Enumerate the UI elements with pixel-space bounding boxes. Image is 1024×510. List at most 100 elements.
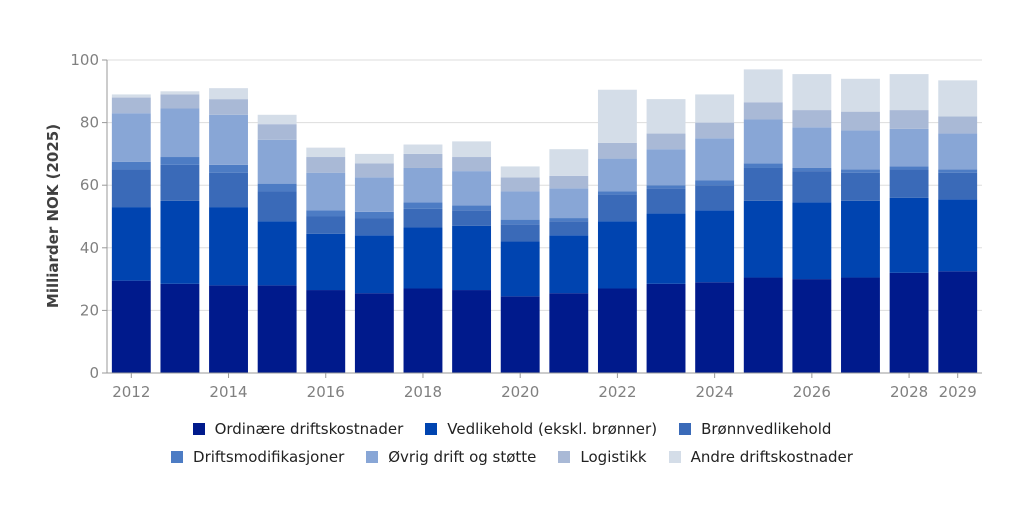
bar-segment (646, 133, 686, 150)
bar-segment (306, 216, 346, 234)
bar-segment (452, 225, 492, 291)
bar-segment (938, 80, 978, 117)
bar-segment (597, 142, 637, 159)
bar-segment (743, 200, 783, 278)
bar-segment (841, 78, 880, 112)
y-tick-label: 80 (80, 114, 99, 132)
x-tick-label: 2012 (112, 383, 150, 401)
bar-segment (403, 202, 443, 209)
bar-segment (111, 169, 151, 208)
bar-segment (841, 130, 880, 170)
bar-stack-2024 (695, 94, 735, 373)
legend-swatch (668, 451, 681, 463)
bar-stack-2026 (792, 74, 832, 373)
bar-segment (354, 163, 394, 178)
bar-stack-2013 (160, 91, 200, 373)
x-tick-label: 2024 (696, 383, 734, 401)
bar-stack-2020 (500, 166, 540, 373)
bar-segment (695, 185, 735, 211)
bar-segment (938, 199, 978, 272)
bar-segment (111, 94, 151, 98)
legend-swatch (366, 451, 379, 463)
bar-segment (938, 169, 978, 173)
bar-segment (743, 277, 783, 373)
bar-segment (306, 290, 346, 373)
legend-label: Øvrig drift og støtte (388, 448, 537, 466)
bar-segment (160, 164, 200, 201)
bar-segment (938, 271, 978, 373)
bar-stack-2021 (549, 149, 589, 373)
bar-segment (695, 138, 735, 181)
bar-segment (646, 213, 686, 284)
bar-segment (695, 122, 735, 139)
bar-segment (743, 163, 783, 168)
bar-segment (597, 194, 637, 222)
bar-stack-2016 (306, 147, 346, 373)
bar-stack-2015 (257, 114, 297, 373)
bar-segment (354, 293, 394, 373)
bar-segment (695, 210, 735, 283)
legend-label: Brønnvedlikehold (701, 420, 832, 438)
bar-stack-2025 (743, 69, 783, 373)
bar-segment (160, 91, 200, 95)
legend-label: Logistikk (580, 448, 647, 466)
bar-segment (209, 99, 248, 115)
x-tick-label: 2018 (404, 383, 442, 401)
x-tick-label: 2014 (209, 383, 247, 401)
legend-item: Ordinære driftskostnader (192, 420, 403, 438)
bar-segment (257, 114, 297, 125)
bar-segment (452, 171, 492, 206)
chart-legend: Ordinære driftskostnader Vedlikehold (eks… (0, 415, 1024, 471)
bar-segment (452, 205, 492, 211)
y-tick-label: 0 (89, 364, 99, 382)
bar-segment (160, 94, 200, 109)
bar-segment (695, 282, 735, 373)
bar-segment (111, 161, 151, 170)
bar-segment (257, 139, 297, 184)
bar-segment (500, 219, 540, 225)
bar-segment (646, 188, 686, 214)
legend-row: Driftsmodifikasjoner Øvrig drift og støtt… (0, 443, 1024, 471)
bar-segment (452, 290, 492, 373)
bar-segment (792, 171, 832, 203)
bar-segment (111, 97, 151, 114)
bar-segment (938, 133, 978, 170)
bar-segment (500, 177, 540, 192)
bar-segment (597, 288, 637, 373)
legend-row: Ordinære driftskostnader Vedlikehold (eks… (0, 415, 1024, 443)
bar-segment (889, 166, 929, 170)
x-tick-label: 2026 (793, 383, 831, 401)
bar-segment (938, 116, 978, 134)
bar-segment (500, 224, 540, 242)
bar-segment (841, 169, 880, 173)
legend-label: Driftsmodifikasjoner (193, 448, 345, 466)
bar-segment (403, 288, 443, 373)
bar-stack-2014 (209, 88, 248, 373)
bar-segment (889, 74, 929, 111)
bar-segment (792, 202, 832, 280)
y-tick-label: 20 (80, 301, 99, 319)
bar-segment (743, 102, 783, 120)
bar-segment (841, 172, 880, 201)
bar-stack-2019 (452, 141, 492, 373)
bar-segment (354, 211, 394, 219)
bar-segment (841, 277, 880, 373)
bar-segment (549, 175, 589, 189)
legend-item: Øvrig drift og støtte (366, 448, 536, 466)
bar-segment (646, 149, 686, 186)
gridlines (107, 59, 982, 311)
bar-segment (403, 144, 443, 154)
bar-segment (841, 200, 880, 278)
legend-item: Brønnvedlikehold (679, 420, 831, 438)
bar-segment (597, 89, 637, 143)
bar-segment (597, 191, 637, 195)
bar-stack-2027 (841, 78, 880, 373)
bar-segment (549, 218, 589, 222)
legend-swatch (679, 423, 692, 435)
legend-swatch (192, 423, 205, 435)
bar-segment (695, 180, 735, 186)
bar-segment (306, 172, 346, 211)
bar-segment (597, 221, 637, 289)
bar-segment (111, 280, 151, 373)
